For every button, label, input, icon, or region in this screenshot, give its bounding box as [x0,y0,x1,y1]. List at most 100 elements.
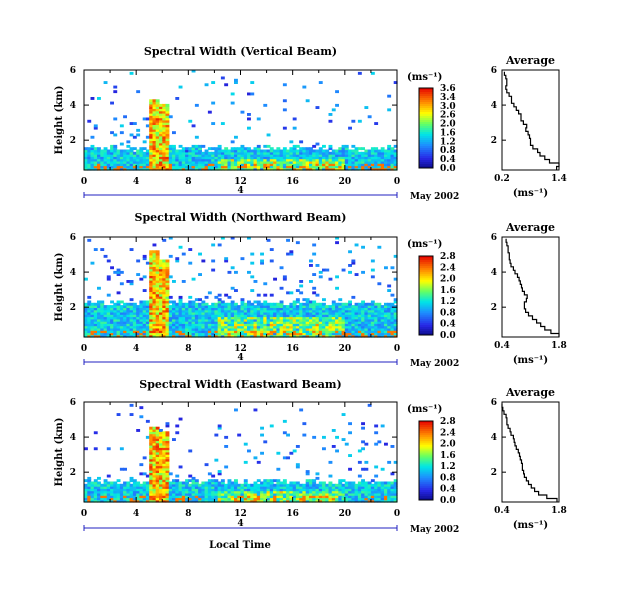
colorbar-swatch [419,470,433,473]
heatmap-cell [351,295,356,299]
heatmap-cell [165,284,170,288]
heatmap-cell [155,499,160,503]
colorbar-swatch [419,162,433,165]
heatmap-cell [377,330,382,334]
heatmap-cell [247,449,251,453]
colorbar-swatch [419,317,433,320]
heatmap-cell [84,154,88,157]
heatmap-cell [129,330,134,334]
heatmap-cell [145,321,150,324]
heatmap-cell [110,481,114,485]
heatmap-cell [142,330,147,334]
heatmap-cell [129,497,134,501]
heatmap-cell [282,497,287,501]
heatmap-cell [282,330,287,334]
heatmap-cell [103,327,108,331]
heatmap-cell [367,302,372,306]
heatmap-cell [299,499,304,503]
heatmap-cell [139,492,144,496]
heatmap-cell [331,429,336,432]
heatmap-cell [191,321,196,324]
heatmap-cell [227,309,232,313]
heatmap-cell [152,463,157,467]
heatmap-cell [181,309,186,313]
heatmap-cell [384,332,388,336]
heatmap-cell [230,323,235,327]
heatmap-cell [260,483,264,487]
heatmap-cell [374,424,379,428]
heatmap-cell [305,156,310,160]
heatmap-cell [181,307,186,311]
heatmap-cell [220,122,225,125]
heatmap-cell [309,321,313,324]
heatmap-cell [315,307,320,311]
heatmap-cell [390,266,395,270]
heatmap-cell [390,318,395,322]
heatmap-cell [181,305,186,308]
heatmap-cell [84,499,88,503]
heatmap-cell [220,311,225,315]
heatmap-cell [269,488,274,492]
heatmap-cell [132,135,137,139]
heatmap-cell [243,460,248,464]
heatmap-cell [198,302,202,306]
heatmap-cell [276,327,281,331]
heatmap-cell [335,103,339,107]
heatmap-cell [269,492,274,496]
heatmap-cell [230,302,235,306]
heatmap-cell [361,151,365,155]
heatmap-cell [292,149,297,153]
heatmap-cell [230,92,235,96]
heatmap-cell [331,325,336,329]
heatmap-cell [185,479,189,483]
heatmap-cell [292,117,297,121]
heatmap-cell [253,499,258,503]
heatmap-cell [305,492,310,496]
heatmap-cell [217,318,222,322]
heatmap-cell [367,160,372,164]
heatmap-cell [299,307,304,311]
heatmap-cell [305,311,310,315]
heatmap-cell [299,151,304,155]
heatmap-cell [178,314,183,318]
heatmap-cell [172,311,176,315]
heatmap-cell [162,103,167,107]
heatmap-cell [165,128,170,132]
heatmap-cell [266,497,271,501]
heatmap-cell [266,167,271,171]
heatmap-cell [165,144,170,148]
heatmap-cell [260,330,264,334]
heatmap-cell [364,460,369,464]
heatmap-cell [230,488,235,492]
heatmap-cell [361,163,365,167]
heatmap-cell [217,314,222,318]
heatmap-cell [129,282,134,286]
heatmap-cell [240,163,245,167]
heatmap-cell [162,463,167,467]
heatmap-cell [227,167,232,171]
heatmap-cell [188,327,193,331]
heatmap-cell [318,305,323,308]
heatmap-cell [250,499,255,503]
heatmap-cell [286,165,290,169]
heatmap-cell [175,424,180,428]
heatmap-cell [338,151,343,155]
heatmap-cell [204,497,209,501]
heatmap-cell [162,273,167,276]
heatmap-cell [211,497,216,501]
heatmap-cell [344,305,349,308]
heatmap-cell [149,293,154,297]
heatmap-cell [145,309,150,313]
heatmap-cell [100,300,105,304]
heatmap-cell [181,495,186,499]
heatmap-cell [204,321,209,324]
heatmap-cell [256,499,261,503]
heatmap-cell [162,108,167,112]
heatmap-cell [370,497,375,501]
heatmap-cell [299,316,304,320]
heatmap-cell [390,481,395,485]
heatmap-cell [84,165,88,169]
heatmap-cell [295,330,300,334]
heatmap-cell [113,309,118,313]
heatmap-cell [318,316,323,320]
